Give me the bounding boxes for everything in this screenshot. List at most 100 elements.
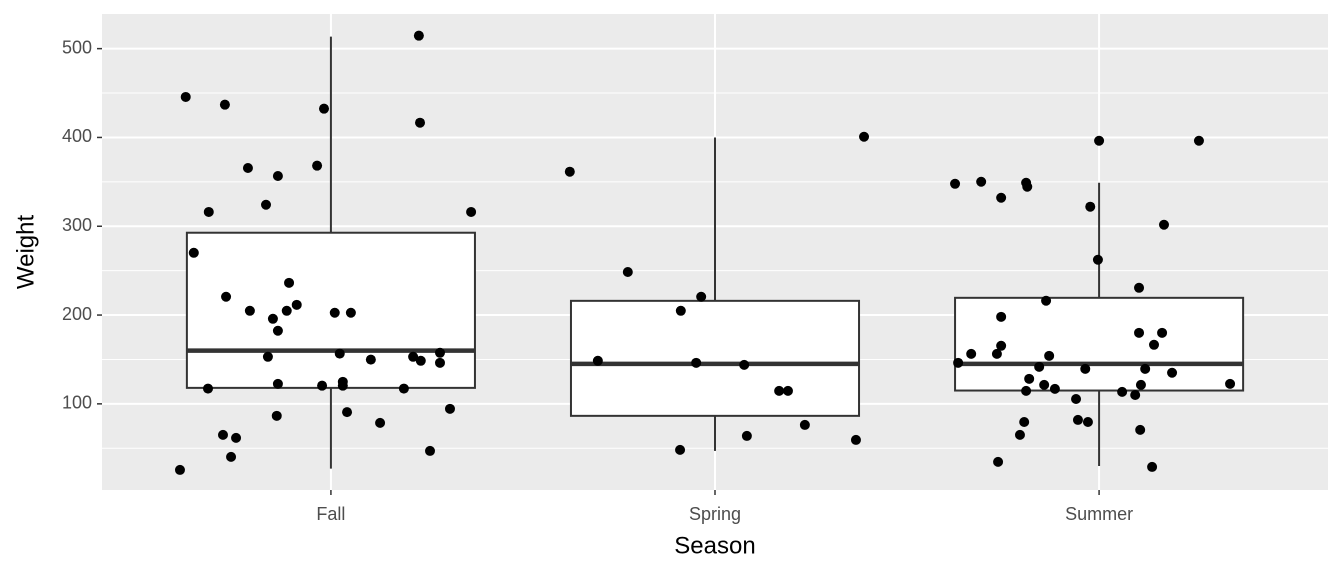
point — [203, 383, 214, 394]
point — [1092, 254, 1103, 265]
point — [1034, 361, 1045, 372]
point — [675, 305, 686, 316]
point — [993, 456, 1004, 467]
point — [741, 430, 752, 441]
point — [1130, 389, 1141, 400]
point — [444, 403, 455, 414]
point — [1022, 181, 1033, 192]
point — [413, 30, 424, 41]
point — [950, 178, 961, 189]
y-tick-label: 100 — [62, 393, 92, 413]
point — [262, 351, 273, 362]
point — [425, 445, 436, 456]
point — [1014, 429, 1025, 440]
x-axis-title: Season — [674, 532, 755, 559]
point — [1225, 378, 1236, 389]
point — [1021, 385, 1032, 396]
point — [1134, 327, 1145, 338]
x-tick-label: Spring — [689, 504, 741, 524]
point — [782, 385, 793, 396]
point — [1080, 363, 1091, 374]
point — [231, 432, 242, 443]
point — [1149, 339, 1160, 350]
y-tick-label: 500 — [62, 37, 92, 57]
point — [859, 131, 870, 142]
point — [696, 291, 707, 302]
point — [675, 444, 686, 455]
point — [1157, 327, 1168, 338]
point — [564, 166, 575, 177]
point — [1117, 386, 1128, 397]
point — [592, 355, 603, 366]
point — [996, 192, 1007, 203]
point — [774, 385, 785, 396]
point — [319, 103, 330, 114]
point — [1167, 367, 1178, 378]
point — [272, 170, 283, 181]
x-tick-label: Summer — [1065, 504, 1133, 524]
point — [1019, 416, 1030, 427]
point — [996, 340, 1007, 351]
point — [365, 354, 376, 365]
point — [466, 206, 477, 217]
y-tick-label: 400 — [62, 126, 92, 146]
point — [1085, 201, 1096, 212]
point — [398, 383, 409, 394]
point — [342, 407, 353, 418]
point — [1044, 350, 1055, 361]
point — [267, 313, 278, 324]
point — [345, 307, 356, 318]
point — [188, 247, 199, 258]
point — [284, 277, 295, 288]
point — [850, 434, 861, 445]
point — [1147, 461, 1158, 472]
point — [217, 429, 228, 440]
point — [244, 305, 255, 316]
point — [1140, 363, 1151, 374]
y-tick-label: 300 — [62, 215, 92, 235]
point — [415, 117, 426, 128]
point — [226, 451, 237, 462]
point — [291, 299, 302, 310]
point — [434, 347, 445, 358]
point — [1135, 424, 1146, 435]
y-tick-label: 200 — [62, 304, 92, 324]
point — [1071, 393, 1082, 404]
x-tick-label: Fall — [316, 504, 345, 524]
point — [976, 176, 987, 187]
point — [1072, 414, 1083, 425]
point — [991, 348, 1002, 359]
point — [1193, 135, 1204, 146]
point — [739, 359, 750, 370]
point — [281, 305, 292, 316]
point — [242, 162, 253, 173]
point — [415, 355, 426, 366]
point — [180, 91, 191, 102]
y-axis-title: Weight — [12, 215, 39, 290]
point — [221, 291, 232, 302]
point — [799, 419, 810, 430]
point — [1041, 295, 1052, 306]
point — [312, 160, 323, 171]
point — [219, 99, 230, 110]
point — [1134, 282, 1145, 293]
point — [953, 357, 964, 368]
point — [174, 464, 185, 475]
point — [966, 348, 977, 359]
point — [996, 311, 1007, 322]
point — [1158, 219, 1169, 230]
point — [1094, 135, 1105, 146]
point — [375, 417, 386, 428]
point — [261, 199, 272, 210]
point — [434, 357, 445, 368]
point — [1135, 379, 1146, 390]
point — [203, 206, 214, 217]
point — [1082, 416, 1093, 427]
point — [272, 325, 283, 336]
point — [691, 357, 702, 368]
point — [1024, 373, 1035, 384]
point — [334, 348, 345, 359]
point — [408, 351, 419, 362]
